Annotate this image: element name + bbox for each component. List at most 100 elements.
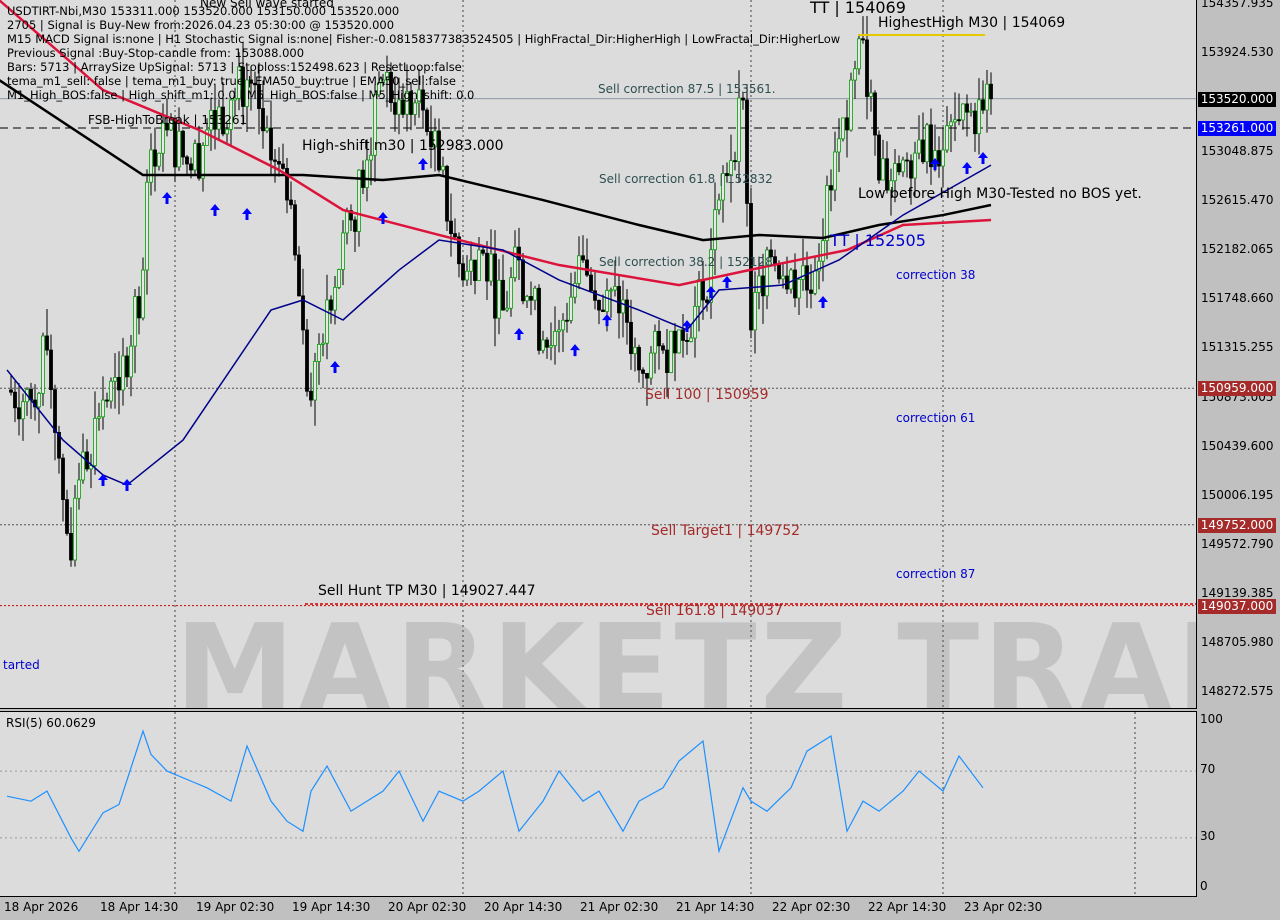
buy-arrow-icon <box>570 344 580 357</box>
price-tick: 154357.935 <box>1201 0 1274 10</box>
candle-body <box>953 119 957 123</box>
candle-body <box>321 342 325 345</box>
candle-body <box>141 269 145 319</box>
candle-body <box>881 158 885 181</box>
rsi-tick: 70 <box>1200 762 1216 777</box>
candle-body <box>49 349 53 391</box>
candle-body <box>449 220 453 235</box>
price-chart[interactable]: MARKETZ TRADE USDTIRT-Nbi,M30 153311.000… <box>0 0 1197 709</box>
price-badge: 149752.000 <box>1198 517 1276 533</box>
sell-100-label: Sell 100 | 150959 <box>645 387 769 403</box>
tt-low-label: TT | 152505 <box>830 231 926 250</box>
price-tick: 152182.065 <box>1201 242 1274 256</box>
candle-body <box>977 99 981 135</box>
candle-body <box>817 260 821 272</box>
candle-body <box>69 533 73 561</box>
rsi-panel[interactable]: RSI(5) 60.0629 <box>0 711 1197 897</box>
candle-body <box>649 352 653 379</box>
candle-body <box>837 138 841 153</box>
candle-body <box>417 89 421 104</box>
time-tick: 21 Apr 14:30 <box>676 900 755 914</box>
price-tick: 152615.470 <box>1201 193 1274 207</box>
candle-body <box>477 249 481 281</box>
candle-body <box>197 143 201 179</box>
candle-body <box>389 71 393 104</box>
candle-body <box>77 479 81 499</box>
candle-body <box>245 79 249 107</box>
candle-body <box>573 283 577 298</box>
candle-body <box>165 122 169 131</box>
time-tick: 18 Apr 2026 <box>4 900 79 914</box>
header-line-1: USDTIRT-Nbi,M30 153311.000 153520.000 15… <box>7 4 400 18</box>
candle-body <box>177 130 181 168</box>
candle-body <box>737 97 741 162</box>
header-line-5: Bars: 5713 | ArraySize UpSignal: 5713 | … <box>7 60 462 74</box>
candle-body <box>845 117 849 131</box>
candle-body <box>849 79 853 131</box>
candle-body <box>205 129 209 146</box>
header-line-6: tema_m1_sell: false | tema_m1_buy: true … <box>7 74 456 88</box>
buy-arrow-icon <box>98 473 108 486</box>
candle-body <box>561 319 565 331</box>
candle-body <box>485 252 489 282</box>
time-tick: 20 Apr 14:30 <box>484 900 563 914</box>
highest-high-label: HighestHigh M30 | 154069 <box>878 15 1066 31</box>
price-tick: 150439.600 <box>1201 439 1274 453</box>
candle-body <box>261 108 265 132</box>
low-before-high-label: Low before High M30-Tested no BOS yet. <box>858 186 1142 202</box>
candle-body <box>293 204 297 256</box>
candle-body <box>349 210 353 221</box>
candle-body <box>409 91 413 115</box>
candle-body <box>701 279 705 301</box>
candle-body <box>109 380 113 402</box>
candle-body <box>297 254 301 297</box>
candle-body <box>325 299 329 344</box>
buy-arrow-icon <box>418 157 428 170</box>
candle-body <box>513 246 517 279</box>
candle-body <box>41 335 45 394</box>
candle-body <box>597 299 601 311</box>
correction-61-label: correction 61 <box>896 411 976 425</box>
watermark: MARKETZ TRADE <box>175 600 1196 709</box>
time-tick: 22 Apr 02:30 <box>772 900 851 914</box>
candle-body <box>733 160 737 163</box>
candle-body <box>825 185 829 242</box>
candle-body <box>365 159 369 188</box>
ema-black-line <box>0 79 992 242</box>
candle-body <box>345 210 349 234</box>
price-badge: 149037.000 <box>1198 598 1276 614</box>
price-tick: 153924.530 <box>1201 45 1274 59</box>
candle-body <box>37 392 41 408</box>
candle-body <box>925 124 929 163</box>
price-tick: 151748.660 <box>1201 291 1274 305</box>
candle-body <box>553 331 557 346</box>
candle-body <box>509 277 513 309</box>
candle-body <box>877 134 881 181</box>
candle-body <box>233 97 237 101</box>
buy-arrow-icon <box>706 286 716 299</box>
candle-body <box>689 337 693 342</box>
candle-body <box>381 79 385 84</box>
candle-body <box>225 128 229 135</box>
candle-body <box>865 39 869 97</box>
candle-body <box>589 274 593 292</box>
candle-body <box>901 159 905 173</box>
buy-arrow-icon <box>514 328 524 341</box>
candle-body <box>433 130 437 148</box>
candle-body <box>221 106 225 135</box>
candle-body <box>9 389 13 393</box>
candle-body <box>469 259 473 272</box>
candle-body <box>53 389 57 433</box>
candle-body <box>125 355 129 378</box>
correction-87-label: correction 87 <box>896 567 976 581</box>
candle-body <box>613 286 617 291</box>
candle-body <box>829 185 833 191</box>
rsi-tick: 0 <box>1200 879 1208 893</box>
price-tick: 150006.195 <box>1201 488 1274 502</box>
candle-body <box>229 99 233 130</box>
candle-body <box>637 346 641 371</box>
buy-arrow-icon <box>242 208 252 221</box>
candle-body <box>253 82 257 86</box>
candle-body <box>893 163 897 182</box>
rsi-tick: 30 <box>1200 828 1216 843</box>
